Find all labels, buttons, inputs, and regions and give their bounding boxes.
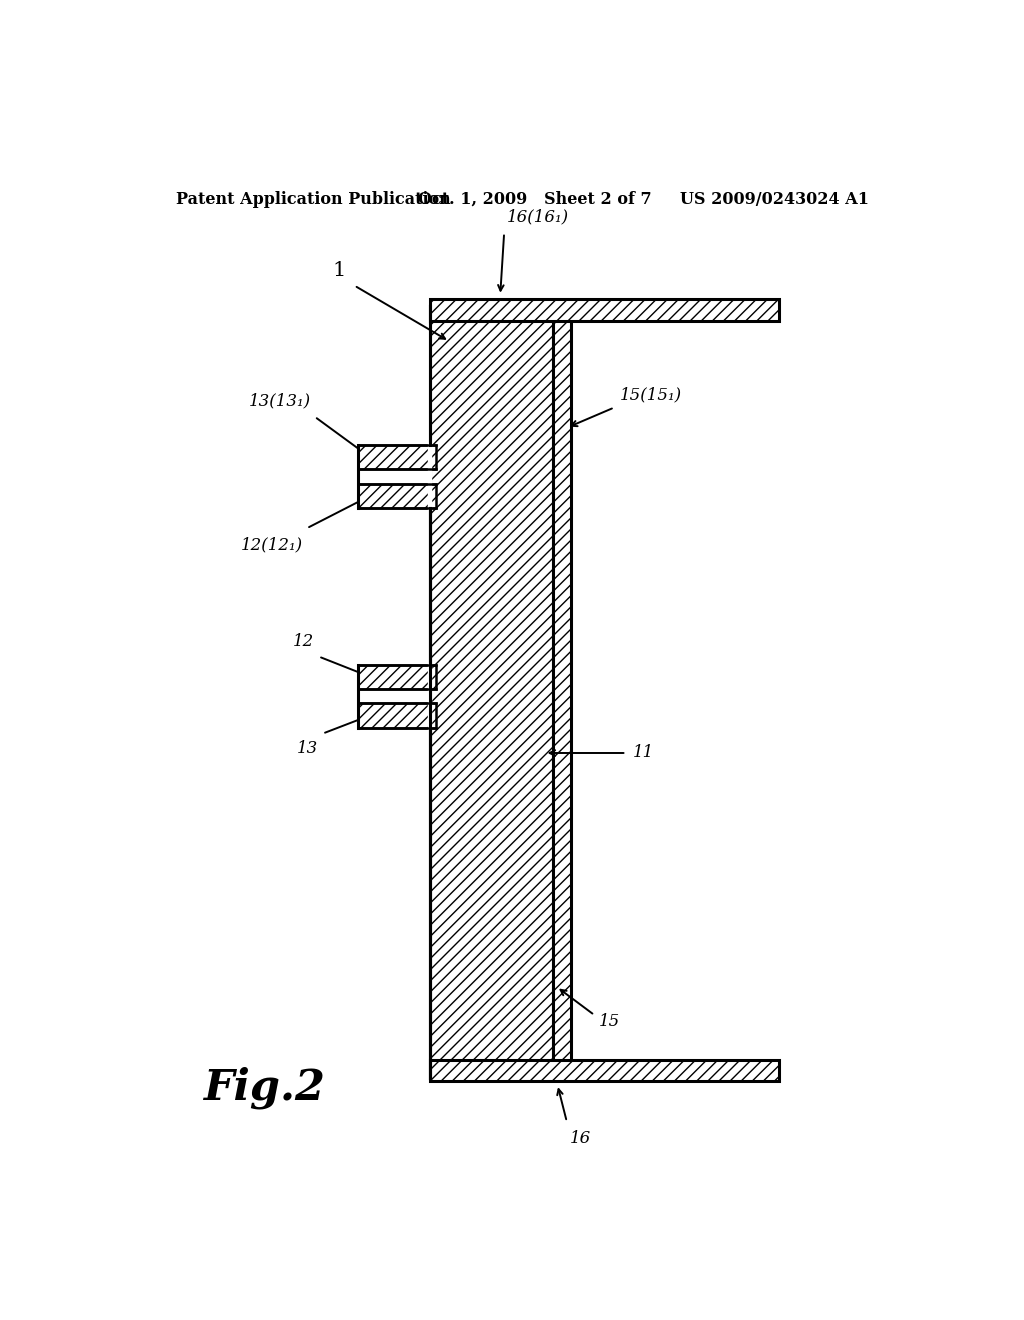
Text: 11: 11 (633, 744, 654, 762)
Text: 13: 13 (297, 739, 318, 756)
Bar (358, 664, 430, 727)
Bar (358, 445, 430, 508)
Bar (553, 306, 570, 1078)
Bar (430, 298, 778, 321)
Bar (430, 306, 553, 1078)
Text: 12(12₁): 12(12₁) (241, 536, 303, 553)
Text: Patent Application Publication: Patent Application Publication (176, 191, 451, 209)
Bar (358, 483, 436, 508)
Bar (430, 1060, 778, 1081)
Text: Oct. 1, 2009   Sheet 2 of 7: Oct. 1, 2009 Sheet 2 of 7 (418, 191, 651, 209)
Text: 15(15₁): 15(15₁) (621, 387, 682, 404)
Text: 16(16₁): 16(16₁) (507, 209, 568, 226)
Text: US 2009/0243024 A1: US 2009/0243024 A1 (680, 191, 868, 209)
Text: Fig.2: Fig.2 (204, 1067, 326, 1109)
Bar (358, 704, 436, 727)
Bar (358, 664, 436, 689)
Bar (358, 445, 436, 470)
Text: 15: 15 (599, 1012, 620, 1030)
Text: 16: 16 (570, 1130, 591, 1147)
Text: 12: 12 (293, 634, 314, 651)
Text: 13(13₁): 13(13₁) (249, 392, 310, 409)
Text: 1: 1 (333, 261, 346, 280)
